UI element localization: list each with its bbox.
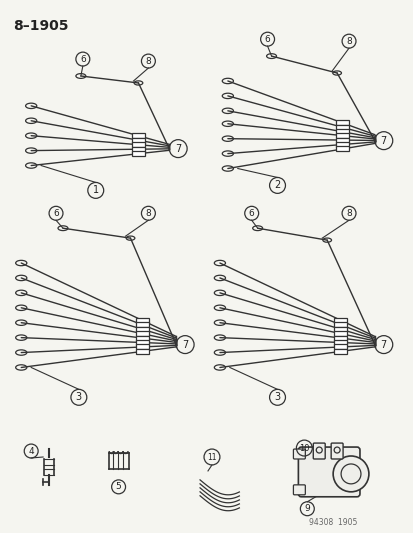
Text: 7: 7 (182, 340, 188, 350)
Bar (132, 142, 145, 147)
Bar (135, 322, 148, 327)
Circle shape (332, 456, 368, 492)
Bar (334, 336, 347, 341)
Text: 7: 7 (175, 143, 181, 154)
Text: 3: 3 (274, 392, 280, 402)
Bar (334, 340, 347, 345)
Bar (334, 327, 347, 332)
Text: 11: 11 (207, 453, 216, 462)
Bar (335, 130, 348, 134)
FancyBboxPatch shape (298, 447, 359, 497)
Bar (132, 138, 145, 143)
Text: 3: 3 (76, 392, 82, 402)
Bar (335, 142, 348, 147)
FancyBboxPatch shape (293, 449, 305, 459)
Text: 5: 5 (116, 482, 121, 491)
Bar (335, 147, 348, 151)
Text: 8–1905: 8–1905 (13, 19, 69, 33)
FancyBboxPatch shape (313, 443, 325, 459)
Bar (135, 327, 148, 332)
Bar (335, 133, 348, 138)
Text: 9: 9 (304, 504, 309, 513)
Text: 6: 6 (264, 35, 270, 44)
Bar (135, 349, 148, 354)
Bar (135, 336, 148, 341)
Bar (135, 344, 148, 350)
Bar (135, 318, 148, 323)
Text: 6: 6 (248, 209, 254, 218)
Text: 4: 4 (28, 447, 34, 456)
FancyBboxPatch shape (330, 443, 342, 459)
Bar (334, 349, 347, 354)
Text: 2: 2 (274, 181, 280, 190)
Bar (132, 147, 145, 152)
Bar (335, 120, 348, 125)
FancyBboxPatch shape (293, 485, 305, 495)
Text: 7: 7 (380, 136, 386, 146)
Bar (334, 322, 347, 327)
Text: 7: 7 (380, 340, 386, 350)
Bar (132, 151, 145, 156)
Bar (334, 318, 347, 323)
Text: 8: 8 (345, 209, 351, 218)
Text: 1: 1 (93, 185, 99, 196)
Text: 94308  1905: 94308 1905 (309, 518, 357, 527)
Text: 8: 8 (145, 56, 151, 66)
Bar (135, 340, 148, 345)
Bar (135, 331, 148, 336)
Bar (335, 138, 348, 142)
Text: 8: 8 (145, 209, 151, 218)
Bar (334, 331, 347, 336)
Text: 8: 8 (345, 37, 351, 46)
Bar (132, 133, 145, 139)
Text: 6: 6 (53, 209, 59, 218)
Bar (334, 344, 347, 350)
Text: 6: 6 (80, 54, 85, 63)
Bar (335, 125, 348, 130)
Text: 10: 10 (298, 443, 309, 453)
